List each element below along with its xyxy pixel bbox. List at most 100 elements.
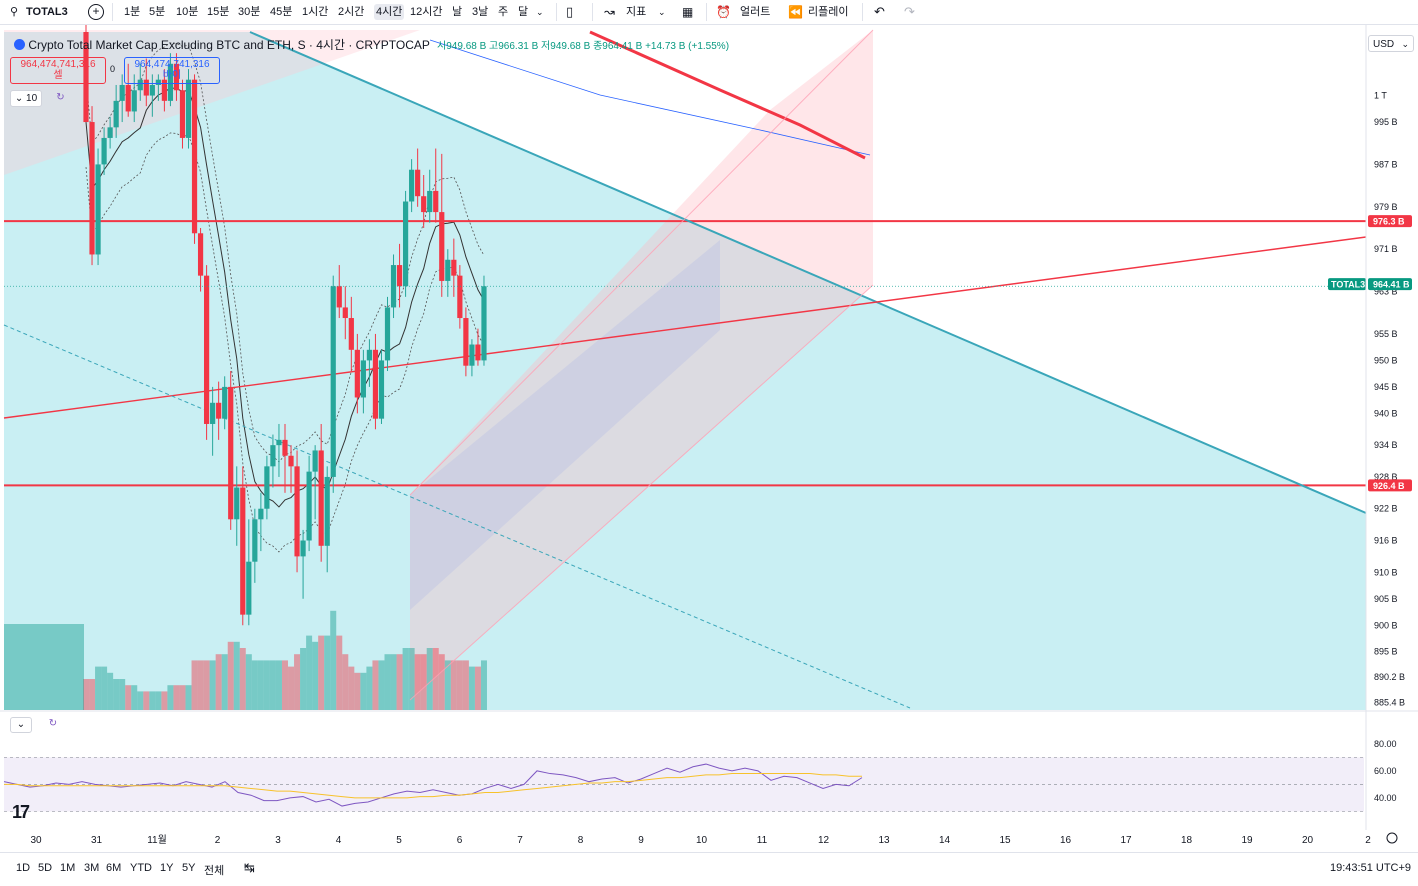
price-tick: 916 B: [1374, 536, 1398, 546]
range-button-4[interactable]: 6M: [106, 862, 122, 874]
volume-bar: [275, 660, 282, 710]
undo-icon[interactable]: ↶: [874, 4, 885, 19]
timeframe-8[interactable]: 4시간: [374, 4, 405, 20]
indicators-icon[interactable]: ↝: [604, 4, 615, 19]
candle-body: [445, 259, 451, 281]
candle-body: [234, 487, 240, 520]
symbol-title[interactable]: Crypto Total Market Cap Excluding BTC an…: [28, 38, 430, 52]
candle-body: [216, 402, 222, 419]
range-button-3[interactable]: 3M: [84, 862, 100, 874]
layout-grid-icon[interactable]: ▦: [682, 5, 694, 19]
candle-body: [276, 439, 282, 446]
sell-button[interactable]: 964,474,741,316 셀: [10, 57, 106, 84]
alert-button[interactable]: 얼러트: [740, 6, 771, 18]
candle-body: [258, 508, 264, 520]
time-tick: 2: [1365, 835, 1371, 846]
price-tick: 940 B: [1374, 408, 1398, 418]
volume-bar: [185, 685, 192, 710]
timeframe-3[interactable]: 15분: [207, 6, 230, 18]
time-tick: 20: [1302, 835, 1314, 846]
volume-bar: [131, 685, 138, 710]
replay-button[interactable]: 리플레이: [808, 6, 849, 18]
volume-bar: [480, 660, 487, 710]
range-button-0[interactable]: 1D: [16, 862, 31, 874]
time-tick: 17: [1120, 835, 1132, 846]
chevron-down-icon[interactable]: ⌄: [536, 7, 544, 17]
chevron-down-icon[interactable]: ⌄: [658, 7, 666, 17]
calendar-range-icon[interactable]: ↹: [244, 860, 255, 875]
upper-band: [85, 42, 485, 463]
timeframe-6[interactable]: 1시간: [302, 6, 329, 18]
time-tick: 19: [1241, 835, 1253, 846]
volume-bar: [396, 654, 403, 710]
timeframe-11[interactable]: 3날: [472, 6, 489, 18]
candle-body: [252, 519, 258, 562]
timeframe-5[interactable]: 45분: [270, 6, 293, 18]
range-button-5[interactable]: YTD: [130, 862, 152, 874]
search-icon[interactable]: ⚲: [10, 6, 19, 18]
timeframe-7[interactable]: 2시간: [338, 6, 365, 18]
refresh-icon[interactable]: ↻: [48, 718, 58, 729]
add-symbol-button[interactable]: +: [88, 4, 104, 20]
candle-body: [324, 476, 330, 546]
volume-bar: [390, 654, 397, 710]
price-tick: 895 B: [1374, 647, 1398, 657]
channel-upper-line: [409, 29, 874, 496]
volume-bar: [312, 641, 319, 710]
redo-icon[interactable]: ↷: [904, 4, 915, 19]
buy-button[interactable]: 964,474,741,316 바이: [124, 57, 220, 84]
ohlc-values: 시949.68 B 고966.31 B 저949.68 B 종964.41 B …: [437, 41, 730, 52]
range-button-1[interactable]: 5D: [38, 862, 53, 874]
candle-body: [294, 466, 300, 557]
divider: [862, 3, 863, 21]
time-tick: 8: [578, 835, 584, 846]
timeframe-4[interactable]: 30분: [238, 6, 261, 18]
range-button-8[interactable]: 전체: [204, 865, 225, 877]
quantity-dropdown[interactable]: ⌄ 10: [10, 90, 42, 107]
collapse-pane-button[interactable]: ⌄: [10, 717, 32, 733]
spread-value: 0: [110, 64, 116, 74]
price-label-bg: [1368, 479, 1412, 492]
currency-selector[interactable]: USD ⌄: [1368, 35, 1414, 52]
range-button-7[interactable]: 5Y: [182, 862, 196, 874]
volume-bar: [215, 654, 222, 710]
clock[interactable]: 19:43:51 UTC+9: [1330, 862, 1412, 874]
timeframe-2[interactable]: 10분: [176, 6, 199, 18]
volume-bar: [426, 648, 433, 710]
timeframe-13[interactable]: 달: [518, 6, 529, 18]
rewind-icon[interactable]: ⏪: [788, 5, 803, 19]
price-tick: 945 B: [1374, 382, 1398, 392]
price-tick: 910 B: [1374, 567, 1398, 577]
symbol-tag: TOTAL3: [1331, 280, 1365, 290]
alarm-icon[interactable]: ⏰: [716, 5, 731, 19]
price-tick: 905 B: [1374, 594, 1398, 604]
volume-bar: [251, 660, 258, 710]
timeframe-9[interactable]: 12시간: [410, 6, 443, 18]
indicators-button[interactable]: 지표: [626, 6, 647, 18]
refresh-icon[interactable]: ↻: [56, 92, 65, 103]
time-tick: 2: [215, 835, 221, 846]
timeframe-12[interactable]: 주: [498, 6, 509, 18]
range-button-6[interactable]: 1Y: [160, 862, 174, 874]
candle-body: [439, 212, 445, 281]
price-label-bg: [1368, 278, 1412, 291]
chevron-down-icon: ⌄: [14, 93, 24, 104]
range-button-2[interactable]: 1M: [60, 862, 76, 874]
timeframe-0[interactable]: 1분: [124, 6, 141, 18]
moving-average-line: [429, 39, 871, 156]
timeframe-1[interactable]: 5분: [149, 6, 166, 18]
volume-bar: [89, 679, 96, 710]
sell-label: 셀: [53, 70, 63, 81]
candle-body: [475, 344, 481, 361]
demand-zone: [4, 32, 1366, 710]
candle-type-icon[interactable]: ▯: [566, 4, 574, 19]
timeframe-10[interactable]: 날: [452, 6, 463, 18]
symbol-name[interactable]: TOTAL3: [26, 6, 68, 18]
candle-body: [336, 286, 342, 308]
candle-body: [222, 386, 228, 419]
volume-bar: [83, 679, 89, 710]
symbol-tag-bg: [1328, 278, 1366, 291]
time-tick: 3: [275, 835, 281, 846]
rsi-tick: 40.00: [1374, 793, 1397, 803]
